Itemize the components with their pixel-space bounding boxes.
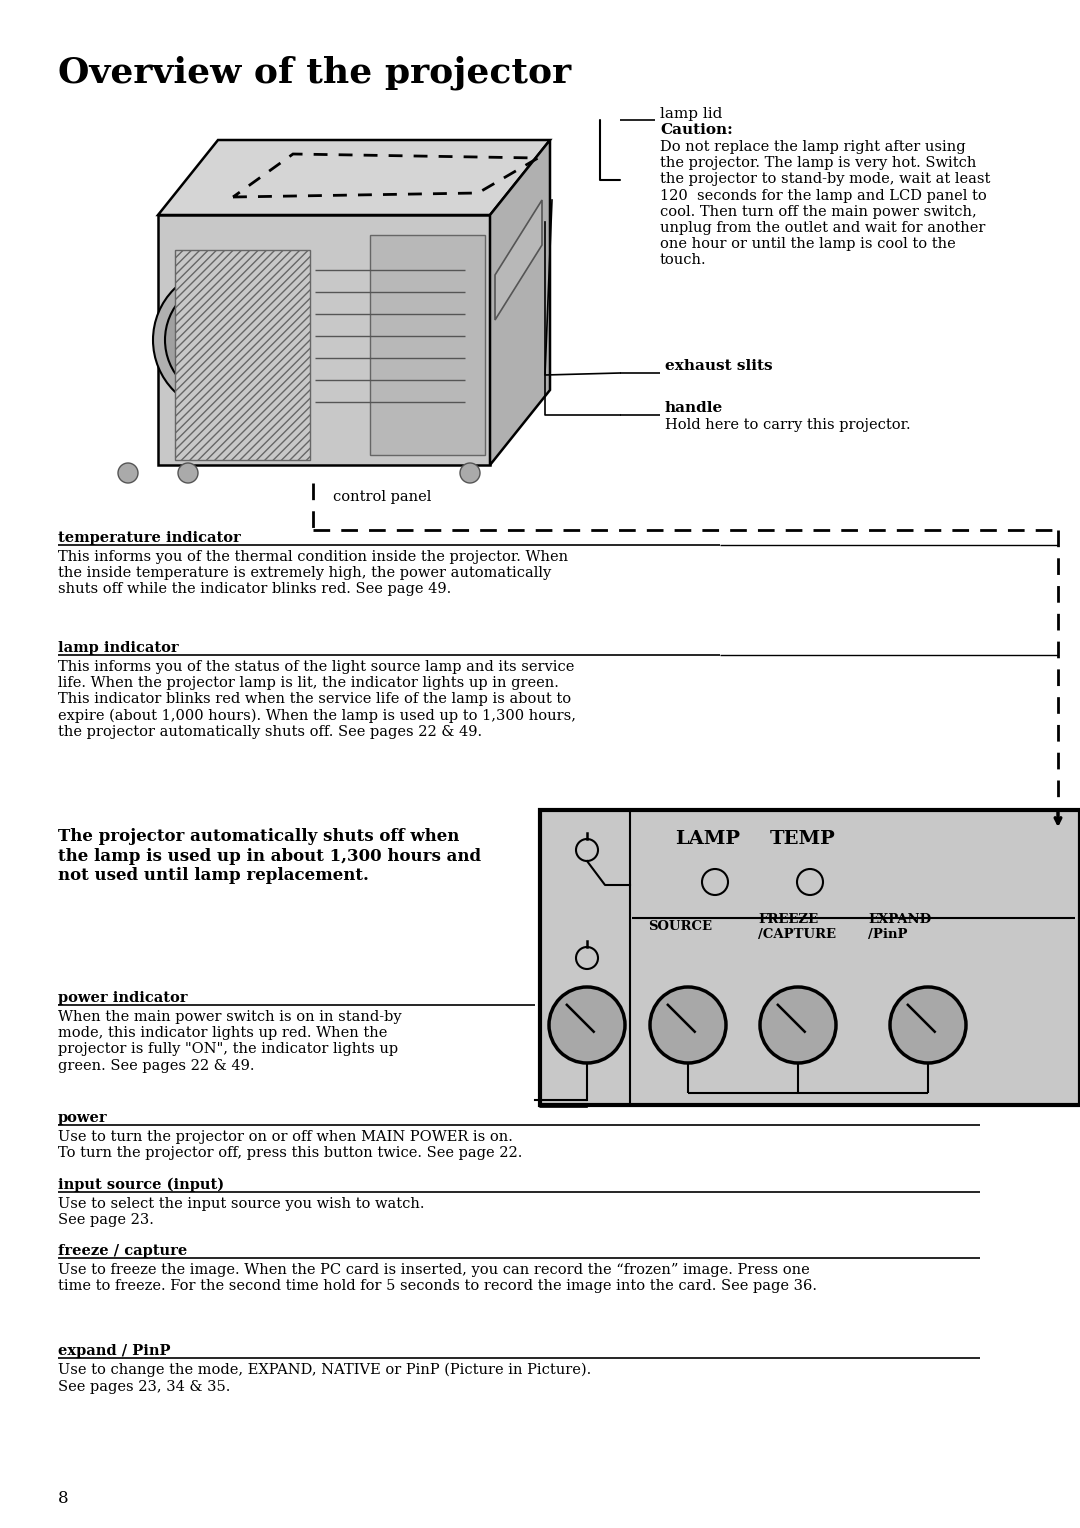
Text: handle: handle: [665, 400, 724, 416]
Text: power: power: [58, 1111, 108, 1125]
Circle shape: [650, 987, 726, 1063]
Circle shape: [215, 330, 235, 350]
Text: This informs you of the thermal condition inside the projector. When
the inside : This informs you of the thermal conditio…: [58, 550, 568, 596]
Circle shape: [890, 987, 966, 1063]
Text: The projector automatically shuts off when
the lamp is used up in about 1,300 ho: The projector automatically shuts off wh…: [58, 828, 481, 885]
Polygon shape: [490, 141, 550, 465]
Text: Use to change the mode, EXPAND, NATIVE or PinP (Picture in Picture).
See pages 2: Use to change the mode, EXPAND, NATIVE o…: [58, 1363, 591, 1394]
Circle shape: [191, 306, 259, 374]
Text: lamp lid: lamp lid: [660, 107, 723, 121]
Text: control panel: control panel: [333, 490, 431, 504]
Polygon shape: [158, 141, 550, 215]
Polygon shape: [175, 251, 310, 460]
Circle shape: [760, 987, 836, 1063]
Text: freeze / capture: freeze / capture: [58, 1244, 187, 1258]
Polygon shape: [158, 215, 490, 465]
Polygon shape: [370, 235, 485, 455]
FancyBboxPatch shape: [540, 810, 1080, 1105]
Text: input source (input): input source (input): [58, 1178, 225, 1192]
Circle shape: [165, 280, 285, 400]
Text: SOURCE: SOURCE: [648, 920, 712, 934]
Circle shape: [153, 267, 297, 413]
Text: This informs you of the status of the light source lamp and its service
life. Wh: This informs you of the status of the li…: [58, 660, 576, 740]
Circle shape: [549, 987, 625, 1063]
Polygon shape: [495, 200, 542, 319]
Circle shape: [118, 463, 138, 483]
Text: Use to select the input source you wish to watch.
See page 23.: Use to select the input source you wish …: [58, 1196, 424, 1227]
Text: Use to turn the projector on or off when MAIN POWER is on.
To turn the projector: Use to turn the projector on or off when…: [58, 1131, 523, 1160]
Text: power indicator: power indicator: [58, 992, 188, 1005]
Text: Caution:: Caution:: [660, 122, 732, 138]
Text: lamp indicator: lamp indicator: [58, 642, 178, 656]
Circle shape: [177, 292, 273, 388]
Text: When the main power switch is on in stand-by
mode, this indicator lights up red.: When the main power switch is on in stan…: [58, 1010, 402, 1073]
Text: Hold here to carry this projector.: Hold here to carry this projector.: [665, 419, 910, 432]
Circle shape: [178, 463, 198, 483]
Text: Do not replace the lamp right after using
the projector. The lamp is very hot. S: Do not replace the lamp right after usin…: [660, 141, 990, 267]
Text: 8: 8: [58, 1490, 69, 1507]
Text: temperature indicator: temperature indicator: [58, 532, 241, 545]
Text: expand / PinP: expand / PinP: [58, 1345, 171, 1358]
Text: Overview of the projector: Overview of the projector: [58, 55, 571, 90]
Circle shape: [205, 319, 245, 361]
Circle shape: [460, 463, 480, 483]
Text: /CAPTURE: /CAPTURE: [758, 927, 836, 941]
Text: LAMP: LAMP: [675, 830, 740, 848]
Text: exhaust slits: exhaust slits: [665, 359, 772, 373]
Text: TEMP: TEMP: [770, 830, 836, 848]
Text: /PinP: /PinP: [868, 927, 907, 941]
Text: EXPAND: EXPAND: [868, 914, 931, 926]
Text: Use to freeze the image. When the PC card is inserted, you can record the “froze: Use to freeze the image. When the PC car…: [58, 1264, 816, 1293]
Text: FREEZE: FREEZE: [758, 914, 819, 926]
